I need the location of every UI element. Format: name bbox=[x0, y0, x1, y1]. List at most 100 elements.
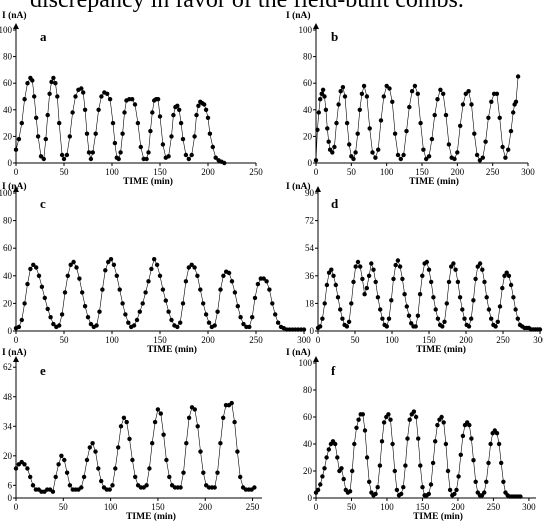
panel-e-data-point bbox=[93, 449, 98, 454]
panel-e-data-point bbox=[212, 485, 217, 490]
panel-c-data-point bbox=[275, 320, 281, 325]
panel-f-data-point bbox=[362, 428, 368, 433]
panel-f-x-tick-label: 100 bbox=[380, 502, 394, 512]
panel-e-data-point bbox=[144, 483, 149, 488]
panel-e-data-point bbox=[30, 483, 36, 488]
panel-a-data-point bbox=[70, 110, 75, 115]
panel-f-data-point bbox=[401, 485, 406, 490]
panel-b-data-point bbox=[424, 156, 429, 162]
panel-f-series-line bbox=[315, 411, 521, 497]
panel-a-data-point bbox=[82, 107, 88, 113]
panel-a-data-point bbox=[38, 154, 44, 159]
panel-a-data-point bbox=[35, 134, 41, 139]
panel-e-y-tick-label: 6 bbox=[8, 480, 13, 490]
panel-b-data-point bbox=[412, 83, 418, 89]
panel-b-data-point bbox=[322, 94, 327, 99]
panel-a-data-point bbox=[107, 97, 113, 102]
panel-e-x-tick-label: 150 bbox=[151, 502, 165, 512]
panel-e-data-point bbox=[181, 470, 186, 475]
panel-c-data-point bbox=[143, 290, 148, 295]
panel-c-data-point bbox=[68, 262, 73, 267]
panel-a-data-point bbox=[45, 112, 50, 118]
panel-c-data-point bbox=[152, 257, 157, 262]
panel-a-data-point bbox=[51, 75, 56, 81]
panel-a-data-point bbox=[43, 136, 48, 142]
panel-a-letter: a bbox=[40, 29, 47, 44]
panel-f-data-point bbox=[388, 417, 393, 422]
panel-d-data-point bbox=[413, 324, 418, 329]
panel-a-data-point bbox=[64, 152, 70, 158]
panel-c-series-line bbox=[15, 258, 304, 330]
panel-e-data-point bbox=[155, 407, 161, 412]
panel-c-data-point bbox=[261, 276, 266, 281]
panel-b-data-point bbox=[469, 102, 474, 107]
panel-d-data-point bbox=[508, 282, 514, 288]
panel-d-data-point bbox=[380, 316, 385, 321]
panel-c-data-point bbox=[229, 279, 235, 284]
panel-a-data-point bbox=[166, 154, 171, 159]
panel-a-data-point bbox=[116, 156, 121, 162]
panel-f-data-point bbox=[405, 436, 410, 441]
panel-a-data-point bbox=[130, 97, 135, 102]
panel-a-data-point bbox=[79, 86, 84, 91]
panel-d-data-point bbox=[318, 324, 323, 329]
panel-f-data-point bbox=[360, 412, 365, 417]
panel-f-x-tick-label: 300 bbox=[522, 502, 536, 512]
panel-b-y-axis-label: I (nA) bbox=[286, 10, 311, 21]
panel-f-data-point bbox=[322, 466, 327, 471]
panel-d-data-point bbox=[417, 292, 423, 297]
panel-b-data-point bbox=[452, 156, 457, 162]
panel-b-data-point bbox=[421, 147, 426, 152]
panel-f-data-point bbox=[392, 468, 397, 474]
panel-f-data-point bbox=[469, 436, 474, 441]
panel-c-y-tick-label: 0 bbox=[8, 326, 13, 336]
panel-f-y-arrow bbox=[313, 356, 319, 362]
panel-a-x-tick-label: 250 bbox=[249, 167, 263, 177]
panel-b-data-point bbox=[446, 142, 452, 147]
panel-c-data-point bbox=[166, 309, 171, 314]
panel-d-data-point bbox=[420, 273, 425, 278]
panel-c-data-point bbox=[62, 290, 68, 295]
panel-c-data-point bbox=[157, 273, 163, 278]
panel-f-data-point bbox=[518, 494, 523, 499]
panel-b-x-axis-label: TIME (min) bbox=[409, 176, 459, 187]
panel-d-data-point bbox=[409, 321, 414, 326]
panel-b-data-point bbox=[323, 107, 329, 113]
panel-e-data-point bbox=[186, 415, 192, 420]
panel-d-data-point bbox=[371, 267, 376, 272]
panel-e-x-axis-label: TIME (min) bbox=[126, 511, 176, 522]
panel-d-data-point bbox=[471, 298, 476, 303]
panel-b-data-point bbox=[313, 158, 319, 163]
panel-b-data-point bbox=[315, 127, 320, 132]
panel-b-y-tick-label: 40 bbox=[303, 105, 313, 115]
panel-f-data-point bbox=[377, 463, 383, 468]
panel-b-data-point bbox=[347, 142, 352, 147]
panel-d-x-tick-label: 250 bbox=[496, 335, 510, 345]
panel-f-x-tick-label: 50 bbox=[347, 502, 357, 512]
panel-a-y-tick-label: 0 bbox=[8, 158, 13, 168]
panel-b-y-tick-label: 60 bbox=[303, 78, 313, 88]
panel-b-data-point bbox=[351, 156, 356, 162]
panel-e-data-point bbox=[81, 474, 87, 480]
panel-a-data-point bbox=[19, 120, 24, 126]
panel-e-y-tick-label: 34 bbox=[3, 421, 13, 431]
panel-d-x-tick-label: 100 bbox=[385, 335, 399, 345]
panel-b-data-point bbox=[483, 139, 488, 144]
panel-f-data-point bbox=[501, 479, 506, 484]
panel-d-data-point bbox=[349, 301, 354, 306]
panel-c-data-point bbox=[206, 320, 212, 325]
panel-b-data-point bbox=[466, 89, 471, 94]
panel-f-data-point bbox=[326, 447, 331, 452]
panel-a-data-point bbox=[186, 156, 191, 162]
panel-a-y-tick-label: 60 bbox=[3, 78, 13, 88]
panel-f-y-tick-label: 20 bbox=[303, 466, 313, 476]
panel-a-data-point bbox=[177, 107, 182, 113]
panel-c-data-point bbox=[250, 315, 255, 320]
panel-d-data-point bbox=[451, 261, 456, 266]
panel-c-data-point bbox=[189, 262, 194, 267]
panel-a-data-point bbox=[120, 131, 125, 136]
panel-b-y-arrow bbox=[313, 23, 319, 29]
panel-b-data-point bbox=[401, 152, 406, 158]
panel-e-data-point bbox=[116, 445, 121, 450]
panel-c-data-point bbox=[103, 268, 108, 273]
